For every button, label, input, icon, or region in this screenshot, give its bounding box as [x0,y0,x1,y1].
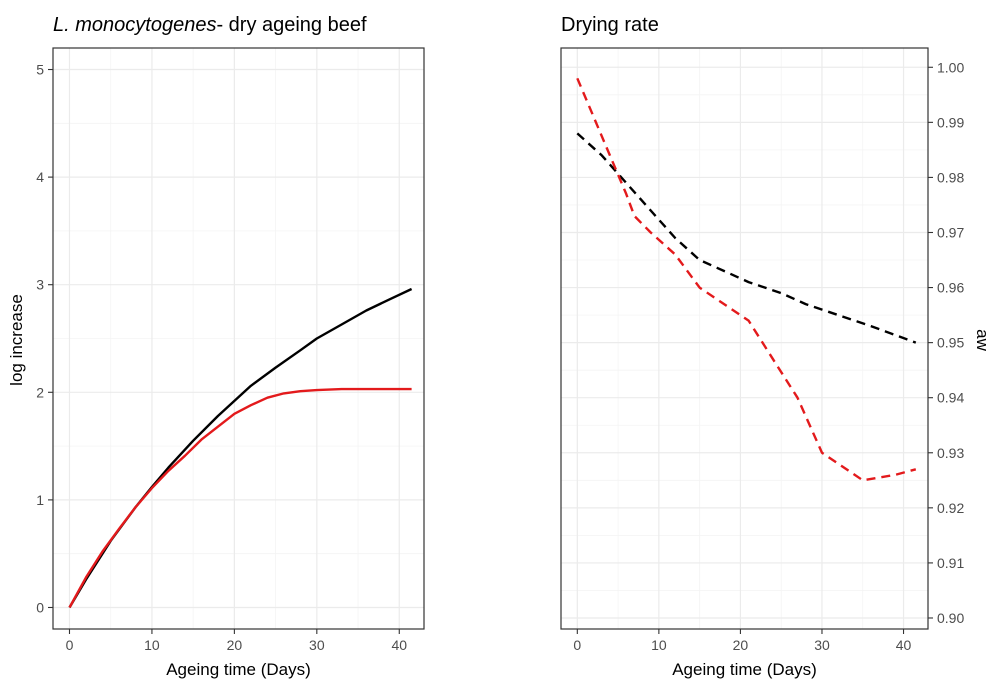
x-tick-label: 0 [66,637,74,653]
y-tick-label: 0.95 [937,335,964,351]
y-tick-label: 0.90 [937,610,964,626]
drying-plot-frame [560,47,929,630]
y-tick-label: 0.98 [937,169,964,185]
growth-panel: 0 10 20 30 40 0 1 2 3 4 5 L. monocytogenes- dry ag… [7,14,425,679]
growth-series [68,287,413,609]
drying-series-line-black [576,132,917,344]
y-tick-label: 0.92 [937,500,964,516]
y-tick-label: 2 [36,384,44,400]
growth-y-axis-title: log increase [7,294,26,386]
y-tick-label: 4 [36,169,44,185]
drying-series-line-red [576,77,917,482]
y-tick-label: 0.94 [937,390,964,406]
x-tick-label: 40 [391,637,407,653]
growth-series-line-red [68,387,412,609]
drying-y-axis-title: aw [973,329,991,351]
y-tick-label: 0.93 [937,445,964,461]
y-tick-label: 0 [36,599,44,615]
growth-series-line-black [68,287,413,609]
growth-title-italic: L. monocytogenes [53,14,216,36]
x-tick-label: 10 [651,637,667,653]
growth-plot-frame [52,47,425,630]
growth-x-axis-title: Ageing time (Days) [166,660,311,679]
y-tick-label: 5 [36,62,44,78]
y-tick-label: 1 [36,492,44,508]
drying-panel: 0 10 20 30 40 0.90 0.91 0.92 0.93 0.94 0.95 0.96 0.9… [560,14,991,679]
y-tick-label: 0.97 [937,224,964,240]
y-tick-label: 0.99 [937,114,964,130]
growth-chart-title: L. monocytogenes- dry ageing beef [53,14,367,36]
drying-series [576,77,917,482]
x-tick-label: 20 [227,637,243,653]
drying-chart-title: Drying rate [561,14,659,36]
drying-ticks: 0 10 20 30 40 0.90 0.91 0.92 0.93 0.94 0.95 0.96 0.9… [560,47,964,653]
x-tick-label: 40 [896,637,912,653]
drying-x-axis-title: Ageing time (Days) [672,660,817,679]
drying-grid [561,48,928,629]
y-tick-label: 0.91 [937,555,964,571]
y-tick-label: 1.00 [937,59,964,75]
y-tick-label: 0.96 [937,280,964,296]
x-tick-label: 0 [573,637,581,653]
growth-title-rest: - dry ageing beef [216,14,367,36]
growth-ticks: 0 10 20 30 40 0 1 2 3 4 5 [36,47,425,653]
y-tick-label: 3 [36,277,44,293]
x-tick-label: 30 [814,637,830,653]
x-tick-label: 30 [309,637,325,653]
x-tick-label: 10 [144,637,160,653]
x-tick-label: 20 [733,637,749,653]
